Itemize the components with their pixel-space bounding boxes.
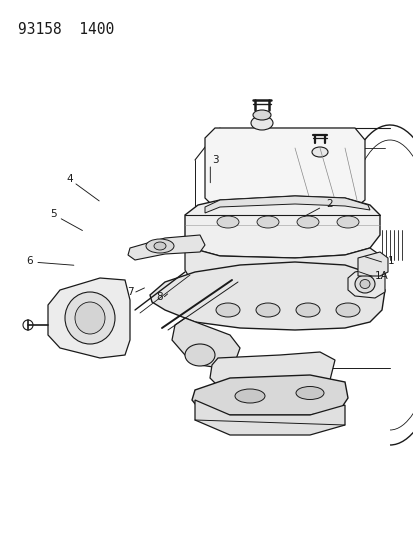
Ellipse shape [216, 216, 238, 228]
Text: 1: 1 [387, 256, 394, 266]
Ellipse shape [359, 279, 369, 288]
Text: 4: 4 [66, 174, 73, 183]
Text: 5: 5 [50, 209, 57, 219]
Ellipse shape [252, 110, 271, 120]
Polygon shape [347, 268, 384, 298]
Ellipse shape [65, 292, 115, 344]
Polygon shape [357, 252, 387, 276]
Polygon shape [185, 196, 379, 258]
Polygon shape [128, 235, 204, 260]
Ellipse shape [296, 216, 318, 228]
Ellipse shape [235, 389, 264, 403]
Text: 8: 8 [156, 293, 162, 302]
Text: 6: 6 [26, 256, 33, 266]
Ellipse shape [354, 275, 374, 293]
Ellipse shape [295, 386, 323, 400]
Text: 3: 3 [211, 155, 218, 165]
Polygon shape [192, 375, 347, 415]
Polygon shape [209, 352, 334, 392]
Ellipse shape [256, 216, 278, 228]
Polygon shape [185, 240, 379, 300]
Ellipse shape [154, 242, 166, 250]
Text: 1A: 1A [374, 271, 388, 281]
Ellipse shape [216, 303, 240, 317]
Polygon shape [204, 196, 369, 213]
Ellipse shape [250, 116, 272, 130]
Ellipse shape [295, 303, 319, 317]
Ellipse shape [311, 147, 327, 157]
Ellipse shape [335, 303, 359, 317]
Polygon shape [195, 400, 344, 435]
Ellipse shape [146, 239, 173, 253]
Text: 2: 2 [325, 199, 332, 208]
Ellipse shape [336, 216, 358, 228]
Ellipse shape [255, 303, 279, 317]
Polygon shape [48, 278, 130, 358]
Ellipse shape [75, 302, 105, 334]
Polygon shape [171, 318, 240, 368]
Text: 7: 7 [127, 287, 133, 297]
Polygon shape [150, 262, 384, 330]
Polygon shape [204, 128, 364, 208]
Text: 93158  1400: 93158 1400 [18, 22, 114, 37]
Ellipse shape [185, 344, 214, 366]
